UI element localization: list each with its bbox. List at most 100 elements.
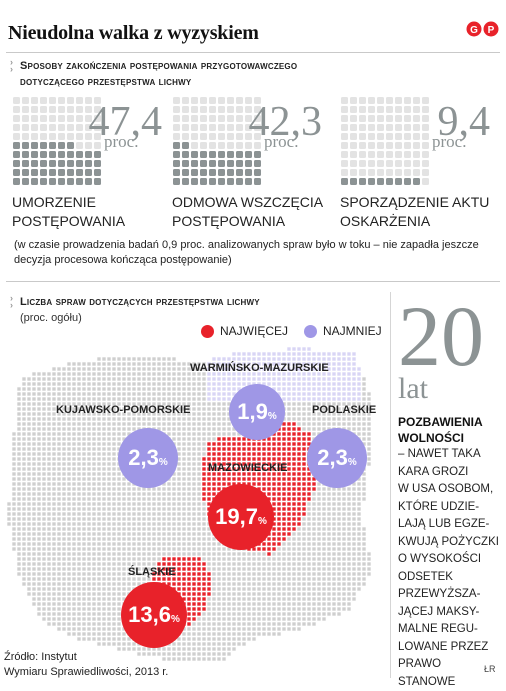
map-dot bbox=[262, 562, 265, 565]
map-dot bbox=[137, 372, 140, 375]
map-dot bbox=[302, 592, 305, 595]
map-dot bbox=[27, 402, 30, 405]
map-dot bbox=[322, 492, 325, 495]
map-dot bbox=[187, 447, 190, 450]
map-dot-highlight bbox=[272, 442, 275, 445]
sidebar-divider bbox=[390, 292, 391, 678]
map-dot-highlight bbox=[272, 532, 275, 535]
map-dot bbox=[72, 602, 75, 605]
map-dot bbox=[247, 557, 250, 560]
waffle-cell-empty bbox=[395, 142, 402, 149]
map-dot bbox=[67, 502, 70, 505]
waffle-cell-empty bbox=[49, 115, 56, 122]
map-dot bbox=[212, 582, 215, 585]
map-dot bbox=[197, 537, 200, 540]
map-dot bbox=[347, 497, 350, 500]
map-dot bbox=[87, 562, 90, 565]
map-dot bbox=[17, 512, 20, 515]
map-dot-highlight bbox=[207, 492, 210, 495]
map-dot-highlight bbox=[237, 442, 240, 445]
map-dot-highlight bbox=[282, 477, 285, 480]
map-dot bbox=[42, 517, 45, 520]
map-dot-region-least bbox=[277, 377, 280, 380]
map-dot bbox=[112, 542, 115, 545]
map-dot bbox=[17, 552, 20, 555]
waffle-cell-empty bbox=[191, 97, 198, 104]
map-dot bbox=[357, 512, 360, 515]
map-dot bbox=[37, 527, 40, 530]
waffle-cell-filled bbox=[236, 151, 243, 158]
map-dot bbox=[317, 547, 320, 550]
map-dot bbox=[207, 567, 210, 570]
map-dot bbox=[237, 577, 240, 580]
map-dot-region-least bbox=[222, 382, 225, 385]
map-dot bbox=[297, 577, 300, 580]
map-dot bbox=[182, 457, 185, 460]
map-dot-region-least bbox=[332, 362, 335, 365]
waffle-cell-empty bbox=[191, 133, 198, 140]
map-dot bbox=[312, 417, 315, 420]
map-dot bbox=[147, 382, 150, 385]
map-dot-region-least bbox=[347, 372, 350, 375]
map-dot bbox=[202, 412, 205, 415]
map-dot bbox=[202, 392, 205, 395]
map-dot-highlight bbox=[202, 572, 205, 575]
map-dot-region-least bbox=[207, 397, 210, 400]
map-dot bbox=[52, 512, 55, 515]
map-dot bbox=[227, 632, 230, 635]
map-dot-highlight bbox=[177, 562, 180, 565]
map-dot bbox=[107, 552, 110, 555]
map-dot bbox=[317, 577, 320, 580]
waffle-cell-empty bbox=[350, 124, 357, 131]
map-dot bbox=[137, 497, 140, 500]
map-dot bbox=[87, 567, 90, 570]
map-dot bbox=[197, 507, 200, 510]
map-dot bbox=[197, 622, 200, 625]
waffle-cell-empty bbox=[173, 124, 180, 131]
map-dot bbox=[67, 457, 70, 460]
map-dot bbox=[332, 597, 335, 600]
map-dot bbox=[202, 617, 205, 620]
map-dot bbox=[362, 552, 365, 555]
map-dot-highlight bbox=[257, 452, 260, 455]
map-dot bbox=[52, 572, 55, 575]
map-dot-region-least bbox=[342, 367, 345, 370]
waffle-cell-empty bbox=[404, 142, 411, 149]
map-dot bbox=[22, 462, 25, 465]
waffle-cell-empty bbox=[13, 124, 20, 131]
map-dot bbox=[267, 632, 270, 635]
map-dot bbox=[107, 362, 110, 365]
waffle-cell-empty bbox=[404, 169, 411, 176]
map-dot bbox=[177, 547, 180, 550]
map-dot bbox=[82, 477, 85, 480]
map-dot bbox=[137, 422, 140, 425]
waffle-cell-filled bbox=[67, 151, 74, 158]
map-dot bbox=[27, 432, 30, 435]
map-dot bbox=[267, 572, 270, 575]
map-dot bbox=[47, 517, 50, 520]
map-dot bbox=[297, 562, 300, 565]
map-dot-region-least bbox=[307, 382, 310, 385]
map-dot bbox=[182, 392, 185, 395]
map-dot-highlight bbox=[272, 447, 275, 450]
map-dot bbox=[97, 637, 100, 640]
map-dot bbox=[312, 557, 315, 560]
map-dot bbox=[282, 552, 285, 555]
map-dot-highlight bbox=[272, 487, 275, 490]
map-dot bbox=[57, 427, 60, 430]
map-dot bbox=[77, 492, 80, 495]
map-dot bbox=[332, 507, 335, 510]
map-dot bbox=[347, 487, 350, 490]
map-dot bbox=[97, 437, 100, 440]
map-dot bbox=[97, 362, 100, 365]
map-dot bbox=[52, 582, 55, 585]
waffle-cell-empty bbox=[209, 133, 216, 140]
map-dot bbox=[122, 377, 125, 380]
map-dot bbox=[357, 562, 360, 565]
map-dot bbox=[302, 577, 305, 580]
map-dot bbox=[342, 602, 345, 605]
map-dot bbox=[52, 487, 55, 490]
map-dot bbox=[352, 572, 355, 575]
map-dot bbox=[312, 547, 315, 550]
waffle-cell-filled bbox=[13, 142, 20, 149]
